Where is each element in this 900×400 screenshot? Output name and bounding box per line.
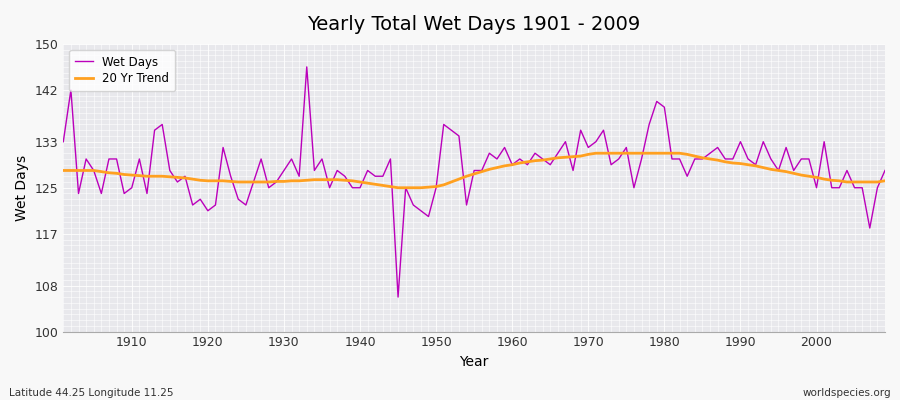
20 Yr Trend	[58, 168, 68, 173]
Line: Wet Days: Wet Days	[63, 67, 885, 297]
Wet Days	[515, 156, 526, 161]
Title: Yearly Total Wet Days 1901 - 2009: Yearly Total Wet Days 1901 - 2009	[308, 15, 641, 34]
20 Yr Trend	[879, 178, 890, 183]
Wet Days	[339, 174, 350, 179]
Text: worldspecies.org: worldspecies.org	[803, 388, 891, 398]
20 Yr Trend	[507, 162, 517, 167]
Wet Days	[286, 156, 297, 161]
20 Yr Trend	[515, 160, 526, 165]
20 Yr Trend	[332, 177, 343, 182]
Wet Days	[58, 139, 68, 144]
Wet Days	[522, 162, 533, 167]
20 Yr Trend	[613, 151, 624, 156]
Y-axis label: Wet Days: Wet Days	[15, 155, 29, 221]
Wet Days	[119, 191, 130, 196]
Wet Days	[302, 64, 312, 69]
Legend: Wet Days, 20 Yr Trend: Wet Days, 20 Yr Trend	[69, 50, 176, 91]
Wet Days	[879, 168, 890, 173]
Text: Latitude 44.25 Longitude 11.25: Latitude 44.25 Longitude 11.25	[9, 388, 174, 398]
20 Yr Trend	[286, 178, 297, 183]
Line: 20 Yr Trend: 20 Yr Trend	[63, 153, 885, 188]
20 Yr Trend	[119, 172, 130, 177]
X-axis label: Year: Year	[460, 355, 489, 369]
Wet Days	[392, 295, 403, 300]
20 Yr Trend	[590, 151, 601, 156]
20 Yr Trend	[392, 185, 403, 190]
Wet Days	[613, 156, 624, 161]
